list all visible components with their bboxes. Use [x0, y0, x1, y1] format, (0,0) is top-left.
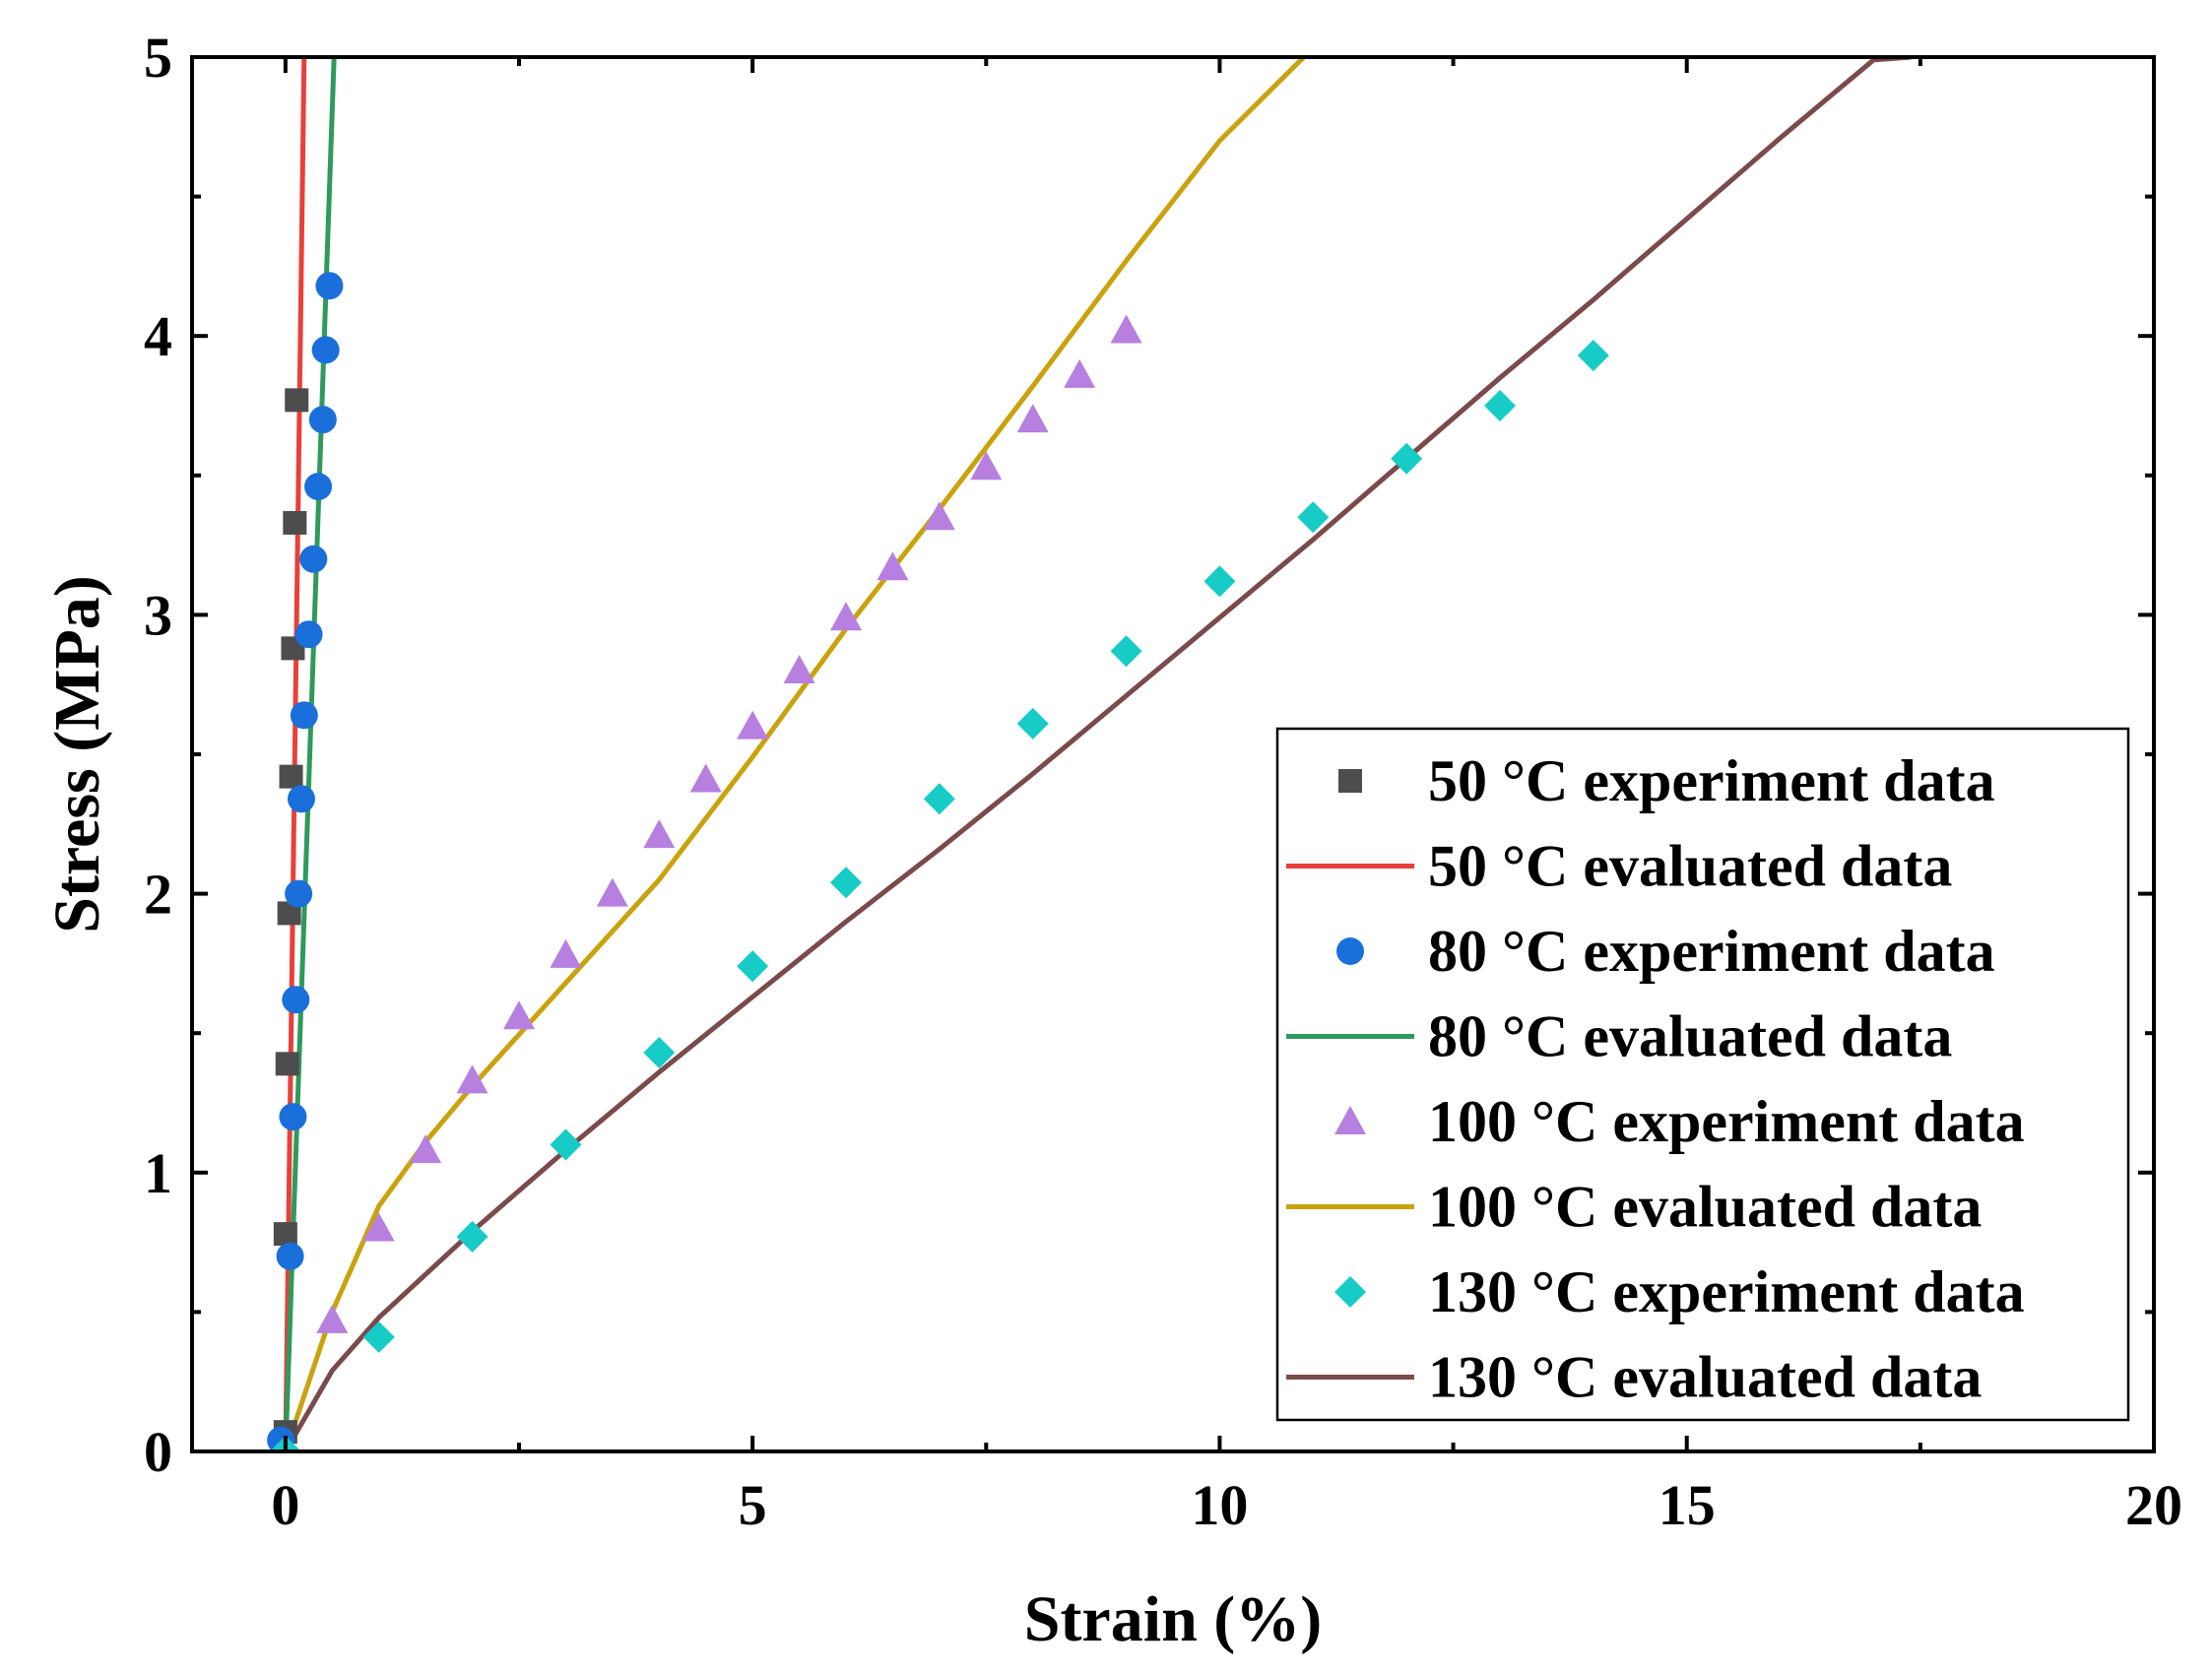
data-point-s4-1 — [316, 1304, 349, 1333]
legend-marker-swatch — [1336, 937, 1364, 965]
series-line-7 — [283, 57, 1912, 1451]
legend-label: 130 °C evaluated data — [1428, 1345, 1982, 1410]
data-point-s2-8 — [299, 545, 328, 573]
data-point-s6-10 — [1204, 565, 1236, 598]
y-tick-label: 3 — [144, 583, 172, 647]
data-point-s4-15 — [970, 451, 1003, 481]
y-tick-label: 5 — [144, 26, 172, 90]
data-point-s0-4 — [279, 764, 303, 789]
data-point-s2-11 — [311, 336, 340, 364]
data-point-s6-3 — [550, 1128, 582, 1161]
data-point-s6-2 — [456, 1220, 488, 1253]
data-point-s2-2 — [279, 1103, 307, 1131]
data-point-s0-7 — [285, 388, 309, 413]
data-point-s2-9 — [304, 473, 333, 501]
legend: 50 °C experiment data 50 °C evaluated dat… — [1275, 727, 2130, 1422]
x-tick-label: 15 — [1659, 1473, 1716, 1537]
legend-label: 100 °C experiment data — [1428, 1089, 2025, 1154]
legend-marker-swatch — [1334, 1276, 1366, 1308]
data-point-s2-4 — [285, 879, 313, 908]
marker-layer — [267, 272, 1609, 1451]
data-point-s4-12 — [830, 602, 862, 631]
data-point-s4-5 — [503, 1000, 535, 1030]
x-tick-label: 5 — [739, 1473, 767, 1537]
data-point-s2-7 — [294, 620, 323, 649]
data-point-s4-8 — [643, 819, 676, 849]
data-point-s4-10 — [737, 710, 769, 740]
x-tick-label: 20 — [2125, 1473, 2182, 1537]
data-marks — [267, 57, 1912, 1451]
data-point-s0-1 — [273, 1222, 297, 1247]
y-tick-label: 4 — [144, 304, 172, 368]
data-point-s4-16 — [1016, 404, 1049, 433]
data-point-s2-6 — [290, 701, 318, 730]
x-axis-title: Strain (%) — [1024, 1583, 1322, 1655]
y-tick-label: 0 — [144, 1420, 172, 1484]
data-point-s4-4 — [456, 1064, 488, 1094]
data-point-s4-7 — [596, 877, 628, 907]
legend-label: 50 °C experiment data — [1428, 748, 1995, 813]
data-point-s4-17 — [1064, 358, 1096, 388]
data-point-s2-3 — [282, 986, 310, 1014]
legend-marker-swatch — [1338, 769, 1362, 793]
data-point-s6-12 — [1391, 442, 1423, 475]
data-point-s4-18 — [1110, 314, 1142, 344]
x-tick-label: 10 — [1191, 1473, 1248, 1537]
x-tick-label: 0 — [271, 1473, 299, 1537]
data-point-s6-7 — [923, 783, 955, 815]
y-axis-title: Stress (MPa) — [41, 575, 113, 934]
data-point-s6-1 — [362, 1320, 395, 1353]
data-point-s4-2 — [362, 1212, 395, 1242]
data-point-s6-5 — [737, 950, 769, 983]
data-point-s4-9 — [689, 763, 722, 793]
legend-label: 130 °C experiment data — [1428, 1259, 2025, 1324]
legend-label: 50 °C evaluated data — [1428, 834, 1952, 899]
legend-marker-swatch — [1334, 1106, 1366, 1134]
data-point-s4-6 — [550, 938, 582, 968]
data-point-s6-13 — [1484, 390, 1516, 421]
legend-label: 100 °C evaluated data — [1428, 1175, 1982, 1240]
series-line-1 — [283, 57, 307, 1451]
legend-label: 80 °C experiment data — [1428, 919, 1995, 984]
y-tick-label: 1 — [144, 1141, 172, 1205]
data-point-s6-4 — [643, 1037, 676, 1069]
axis-ticks: 0 5 10 15 20 0 1 2 3 4 5 — [144, 26, 2182, 1537]
data-point-s4-14 — [923, 501, 955, 531]
legend-label: 80 °C evaluated data — [1428, 1004, 1952, 1069]
data-point-s0-6 — [283, 510, 307, 535]
data-point-s2-10 — [308, 406, 337, 434]
data-point-s6-9 — [1110, 635, 1142, 668]
data-point-s0-2 — [275, 1052, 299, 1076]
line-layer — [283, 57, 1912, 1451]
data-point-s2-12 — [315, 272, 344, 300]
data-point-s2-5 — [287, 785, 315, 813]
legend-box — [1275, 727, 2130, 1422]
data-point-s6-8 — [1016, 707, 1049, 740]
data-point-s4-3 — [410, 1134, 442, 1164]
data-point-s2-1 — [276, 1242, 304, 1270]
series-line-5 — [283, 57, 1306, 1451]
data-point-s6-14 — [1577, 340, 1609, 372]
data-point-s6-11 — [1297, 501, 1330, 534]
data-point-s6-6 — [830, 867, 862, 899]
y-tick-label: 2 — [144, 863, 172, 927]
data-point-s4-11 — [783, 655, 815, 684]
data-point-s4-13 — [877, 551, 909, 581]
